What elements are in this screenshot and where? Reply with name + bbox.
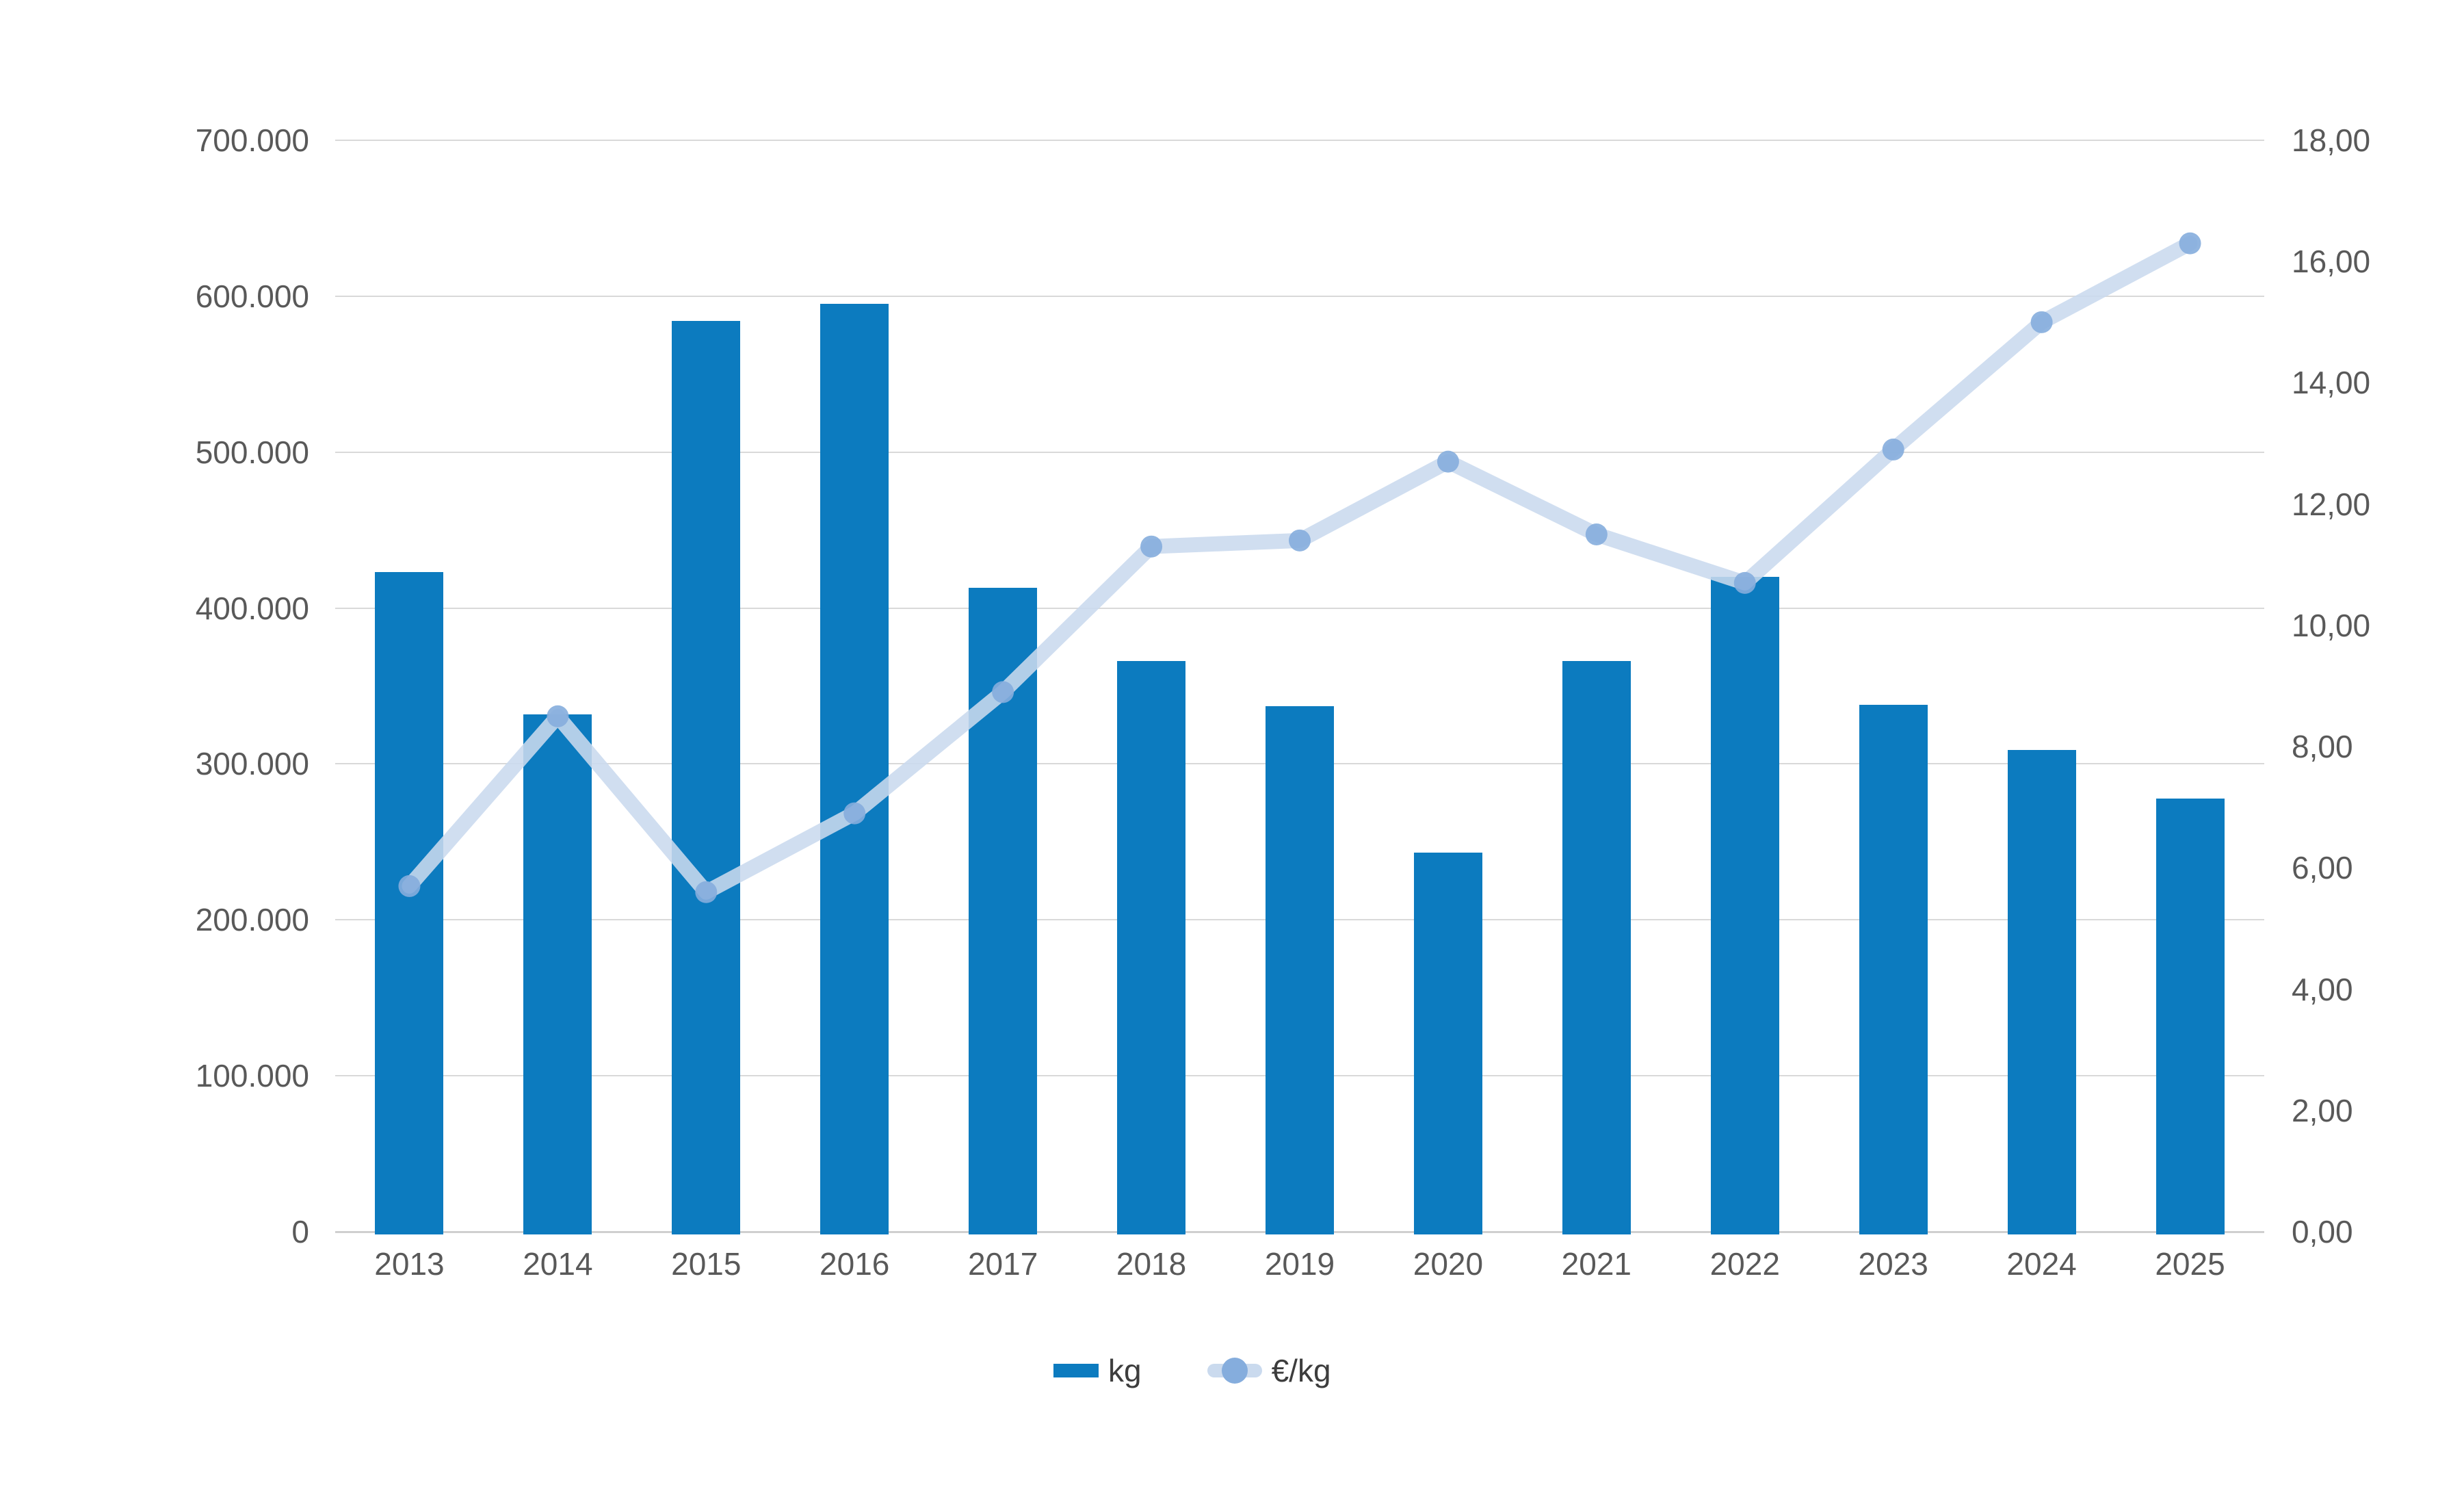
y-right-tick-label: 8,00 xyxy=(2292,729,2353,765)
bar-2023 xyxy=(1859,704,1928,1234)
legend-swatch-kg-icon xyxy=(1053,1364,1099,1377)
bar-2019 xyxy=(1266,706,1334,1234)
y-right-tick-label: 12,00 xyxy=(2292,486,2371,522)
line-point-2017 xyxy=(992,681,1014,703)
gridline xyxy=(335,607,2264,609)
x-tick-label-2024: 2024 xyxy=(2006,1246,2077,1282)
y-right-tick-label: 14,00 xyxy=(2292,365,2371,401)
y-right-tick-label: 10,00 xyxy=(2292,607,2371,643)
x-tick-label-2019: 2019 xyxy=(1264,1246,1335,1282)
line-point-2021 xyxy=(1585,523,1608,545)
line-point-2025 xyxy=(2179,232,2201,255)
y-left-tick-label: 300.000 xyxy=(195,746,309,782)
y-left-tick-label: 0 xyxy=(291,1214,309,1249)
legend-label-eur-per-kg: €/kg xyxy=(1271,1353,1331,1388)
legend-swatch-eur-per-kg-icon xyxy=(1207,1358,1262,1384)
line-point-2020 xyxy=(1437,450,1459,473)
y-right-tick-label: 6,00 xyxy=(2292,850,2353,886)
x-tick-label-2015: 2015 xyxy=(671,1246,742,1282)
line-point-2022 xyxy=(1733,571,1756,594)
line-point-2023 xyxy=(1882,438,1904,461)
eur-per-kg-line xyxy=(402,235,2198,900)
x-tick-label-2017: 2017 xyxy=(967,1246,1038,1282)
y-left-tick-label: 100.000 xyxy=(195,1058,309,1094)
bar-2024 xyxy=(2007,749,2076,1234)
y-left-tick-label: 500.000 xyxy=(195,434,309,470)
y-right-tick-label: 4,00 xyxy=(2292,971,2353,1007)
bar-2018 xyxy=(1117,661,1186,1234)
gridline xyxy=(335,451,2264,453)
x-tick-label-2018: 2018 xyxy=(1116,1246,1187,1282)
x-tick-label-2025: 2025 xyxy=(2155,1246,2225,1282)
line-point-2018 xyxy=(1140,535,1163,558)
line-point-2019 xyxy=(1289,529,1311,552)
x-tick-label-2022: 2022 xyxy=(1709,1246,1780,1282)
x-tick-label-2023: 2023 xyxy=(1858,1246,1928,1282)
y-right-tick-label: 18,00 xyxy=(2292,122,2371,158)
y-left-tick-label: 400.000 xyxy=(195,590,309,626)
line-point-2016 xyxy=(843,802,866,825)
gridline xyxy=(335,140,2264,141)
gridline xyxy=(335,295,2264,297)
x-tick-label-2020: 2020 xyxy=(1413,1246,1484,1282)
x-tick-label-2016: 2016 xyxy=(820,1246,890,1282)
x-tick-label-2013: 2013 xyxy=(374,1246,445,1282)
bar-2015 xyxy=(672,321,741,1234)
line-point-2013 xyxy=(398,875,421,897)
y-right-tick-label: 2,00 xyxy=(2292,1092,2353,1128)
bar-2016 xyxy=(820,304,889,1234)
legend-line-marker-icon xyxy=(1221,1358,1248,1384)
y-right-tick-label: 16,00 xyxy=(2292,244,2371,280)
line-point-2015 xyxy=(695,881,718,903)
y-left-tick-label: 600.000 xyxy=(195,278,309,314)
bar-2020 xyxy=(1413,853,1482,1234)
x-tick-label-2014: 2014 xyxy=(523,1246,593,1282)
bar-2025 xyxy=(2155,798,2225,1234)
y-left-tick-label: 700.000 xyxy=(195,122,309,158)
bar-2014 xyxy=(523,714,592,1234)
line-point-2024 xyxy=(2030,311,2053,333)
x-tick-label-2021: 2021 xyxy=(1561,1246,1631,1282)
legend-label-kg: kg xyxy=(1108,1353,1142,1388)
line-point-2014 xyxy=(547,705,569,727)
bar-2013 xyxy=(375,572,444,1234)
bar-2022 xyxy=(1710,577,1779,1234)
y-left-tick-label: 200.000 xyxy=(195,902,309,938)
bar-2021 xyxy=(1562,661,1631,1234)
y-right-tick-label: 0,00 xyxy=(2292,1214,2353,1249)
legend: kg €/kg xyxy=(1053,1354,1331,1388)
